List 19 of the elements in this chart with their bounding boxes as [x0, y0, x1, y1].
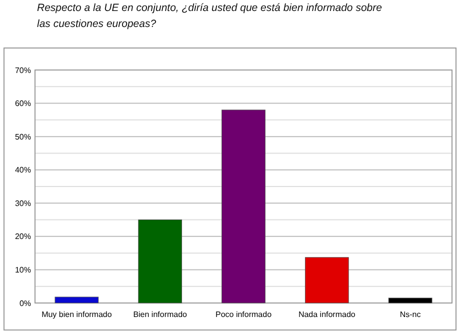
y-tick-label: 20%	[14, 232, 31, 242]
y-tick-label: 30%	[14, 198, 31, 208]
y-tick-label: 60%	[14, 99, 31, 108]
y-tick-label: 40%	[14, 166, 31, 175]
y-tick-label: 50%	[14, 132, 31, 142]
bar	[304, 257, 349, 304]
bar	[138, 220, 182, 304]
x-tick-label: Muy bien informado	[42, 310, 112, 319]
y-tick-label: 70%	[14, 66, 31, 75]
y-tick-label: 0%	[19, 298, 31, 308]
bar	[222, 110, 266, 304]
y-tick-label: 10%	[14, 266, 31, 275]
x-tick-label: Bien informado	[133, 310, 188, 319]
x-tick-label: Poco informado	[215, 310, 272, 319]
x-tick-label: Nada informado	[298, 310, 356, 319]
bar	[54, 296, 99, 304]
x-tick-label: Ns-nc	[400, 310, 421, 319]
bar	[388, 298, 432, 304]
chart-title: Respecto a la UE en conjunto, ¿diría usted que está bien informado sobre las cuestiones europeas?	[37, 2, 382, 30]
